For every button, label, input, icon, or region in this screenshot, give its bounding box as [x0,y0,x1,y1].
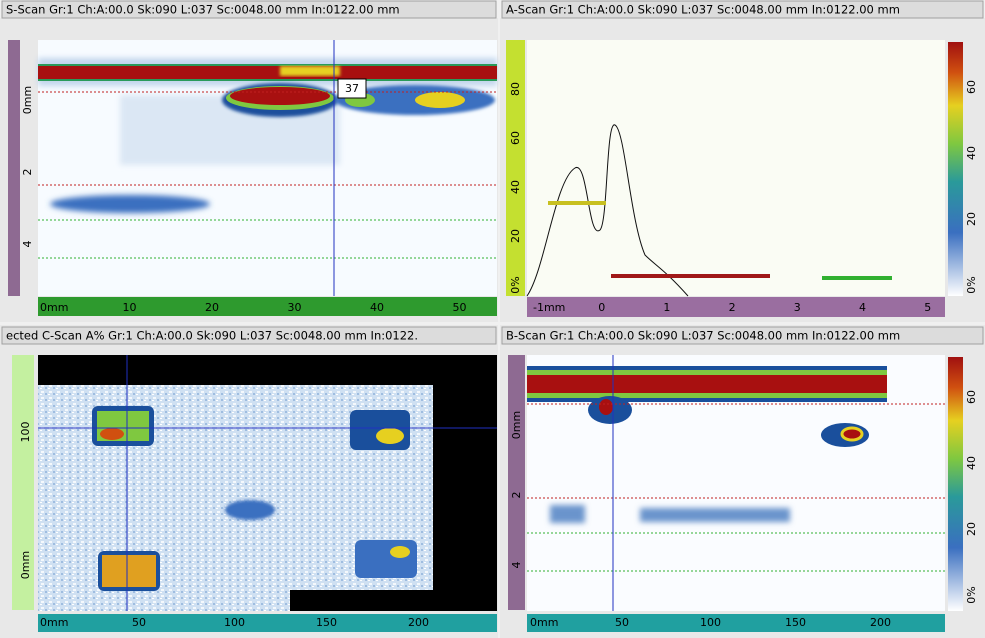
x-ruler-label: 50 [453,301,467,314]
panel-title: A-Scan Gr:1 Ch:A:00.0 Sk:090 L:037 Sc:00… [506,3,900,17]
x-ruler-label: 5 [924,301,931,314]
color-scale-label: 60 [965,80,978,94]
x-ruler-label: 0mm [40,301,68,314]
x-ruler-label: 3 [794,301,801,314]
y-ruler-label: 0mm [510,411,523,439]
x-ruler-label: 10 [123,301,137,314]
x-ruler-label: 200 [870,616,891,629]
x-ruler-label: 100 [224,616,245,629]
color-scale-label: 20 [965,522,978,536]
panel-title: S-Scan Gr:1 Ch:A:00.0 Sk:090 L:037 Sc:00… [6,3,400,17]
x-ruler-label: 200 [408,616,429,629]
y-ruler-label: 80 [509,82,522,96]
panel-title: B-Scan Gr:1 Ch:A:00.0 Sk:090 L:037 Sc:00… [506,329,900,343]
color-scale-label: 0% [965,586,978,603]
panel-header [1,0,497,19]
panel-header [501,326,984,345]
y-ruler-label: 4 [510,562,523,569]
y-ruler-label: 60 [509,131,522,145]
b-scan-panel [500,325,985,638]
cursor-label: 37 [345,82,359,95]
panel-header [501,0,984,19]
x-ruler-label: 50 [615,616,629,629]
y-ruler-label: 40 [509,180,522,194]
x-ruler-label: 20 [205,301,219,314]
s-scan-panel [0,18,498,322]
color-scale-label: 40 [965,146,978,160]
y-ruler-label: 0% [509,276,522,293]
y-ruler-label: 0mm [21,86,34,114]
y-ruler-label: 2 [510,492,523,499]
color-scale-label: 0% [965,276,978,293]
x-ruler-label: 1 [663,301,670,314]
x-ruler-label: 0mm [40,616,68,629]
y-ruler-label: 20 [509,229,522,243]
y-ruler-label: 0mm [19,551,32,579]
x-ruler-label: 150 [316,616,337,629]
x-ruler-label: -1mm [533,301,565,314]
x-ruler-label: 0mm [530,616,558,629]
color-scale-label: 60 [965,390,978,404]
x-ruler-label: 4 [859,301,866,314]
x-ruler-label: 0 [598,301,605,314]
color-scale-label: 40 [965,456,978,470]
x-ruler-label: 40 [370,301,384,314]
x-ruler-label: 150 [785,616,806,629]
a-scan-panel [500,18,985,322]
x-ruler-label: 100 [700,616,721,629]
panel-header [1,326,497,345]
c-scan-panel [0,325,498,638]
x-ruler-label: 2 [729,301,736,314]
y-ruler-label: 4 [21,241,34,248]
panel-title: ected C-Scan A% Gr:1 Ch:A:00.0 Sk:090 L:… [6,329,418,343]
y-ruler-label: 2 [21,169,34,176]
x-ruler-label: 50 [132,616,146,629]
y-ruler-label: 100 [19,422,32,443]
color-scale-label: 20 [965,212,978,226]
x-ruler-label: 30 [288,301,302,314]
